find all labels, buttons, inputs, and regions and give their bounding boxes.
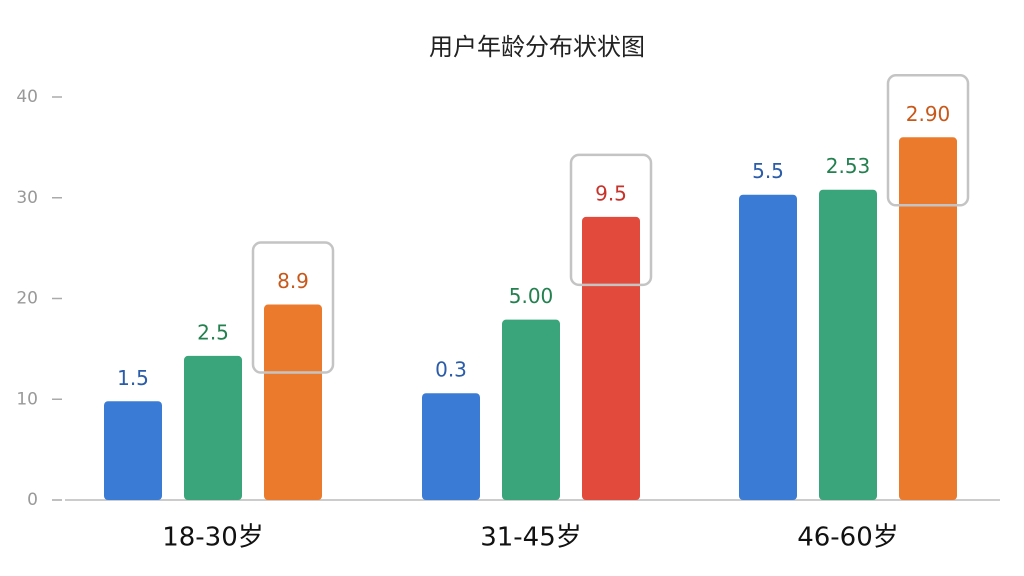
highlight-box xyxy=(569,153,653,287)
y-tick-label: 20 xyxy=(16,289,38,309)
bar xyxy=(819,189,877,500)
data-label: 9.5 xyxy=(595,181,627,205)
y-tick-label: 0 xyxy=(27,490,38,510)
x-tick-label: 46-60岁 xyxy=(797,523,899,553)
bar xyxy=(502,319,560,500)
data-label: 0.3 xyxy=(435,358,467,382)
y-tick-label: 40 xyxy=(16,87,38,107)
data-label: 5.00 xyxy=(509,284,554,308)
data-label: 8.9 xyxy=(277,269,309,293)
bar xyxy=(264,304,322,500)
highlight-box xyxy=(886,74,970,207)
bar xyxy=(104,401,162,500)
data-label: 1.5 xyxy=(117,366,149,390)
data-label: 2.90 xyxy=(906,102,951,126)
data-label: 5.5 xyxy=(752,159,784,183)
bar xyxy=(582,216,640,500)
bar xyxy=(739,194,797,501)
y-tick-label: 10 xyxy=(16,389,38,409)
x-tick-label: 18-30岁 xyxy=(162,523,264,553)
bar xyxy=(184,355,242,500)
bar xyxy=(422,393,480,500)
data-label: 2.5 xyxy=(197,320,229,344)
data-label: 2.53 xyxy=(826,154,871,178)
chart-title: 用户年龄分布状状图 xyxy=(429,33,645,61)
y-tick-label: 30 xyxy=(16,188,38,208)
bar xyxy=(899,137,957,501)
highlight-box xyxy=(251,241,335,374)
x-tick-label: 31-45岁 xyxy=(480,523,582,553)
